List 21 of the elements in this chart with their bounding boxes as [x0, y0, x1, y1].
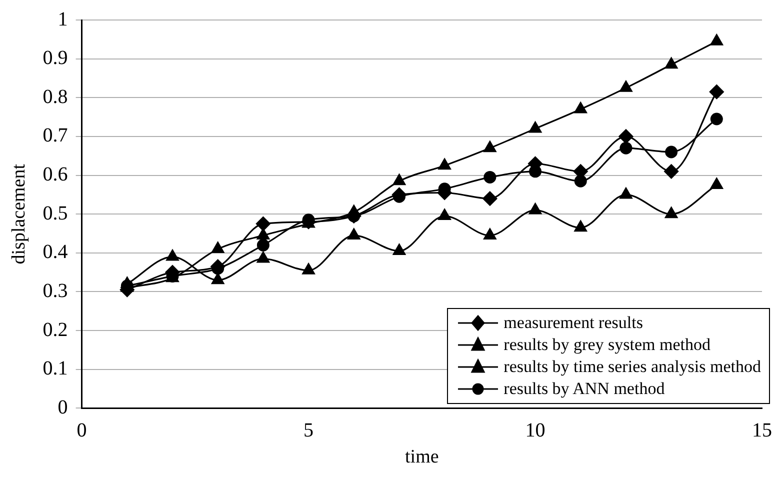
x-tick-label: 5 [304, 419, 314, 442]
x-tick-label: 15 [752, 419, 772, 442]
y-tick-label: 0.8 [42, 86, 68, 108]
legend-label: measurement results [504, 312, 643, 334]
x-tick-label: 10 [525, 419, 546, 442]
y-tick-label: 0.5 [42, 202, 68, 224]
legend-label: results by ANN method [504, 378, 665, 400]
y-tick-label: 0.6 [42, 164, 68, 186]
y-tick-label: 0.9 [42, 47, 68, 70]
x-axis-title: time [405, 446, 439, 468]
y-tick-label: 1 [58, 8, 68, 30]
y-tick-label: 0.2 [42, 318, 68, 341]
y-tick-label: 0.4 [42, 241, 68, 264]
y-tick-label: 0.1 [42, 358, 68, 380]
y-tick-label: 0 [58, 396, 68, 418]
y-axis-title: displacement [8, 163, 30, 264]
y-tick-label: 0.3 [42, 280, 68, 302]
y-tick-label: 0.7 [42, 124, 68, 147]
legend-label: results by grey system method [504, 334, 710, 356]
x-tick-label: 0 [76, 419, 87, 442]
legend-label: results by time series analysis method [504, 356, 761, 378]
